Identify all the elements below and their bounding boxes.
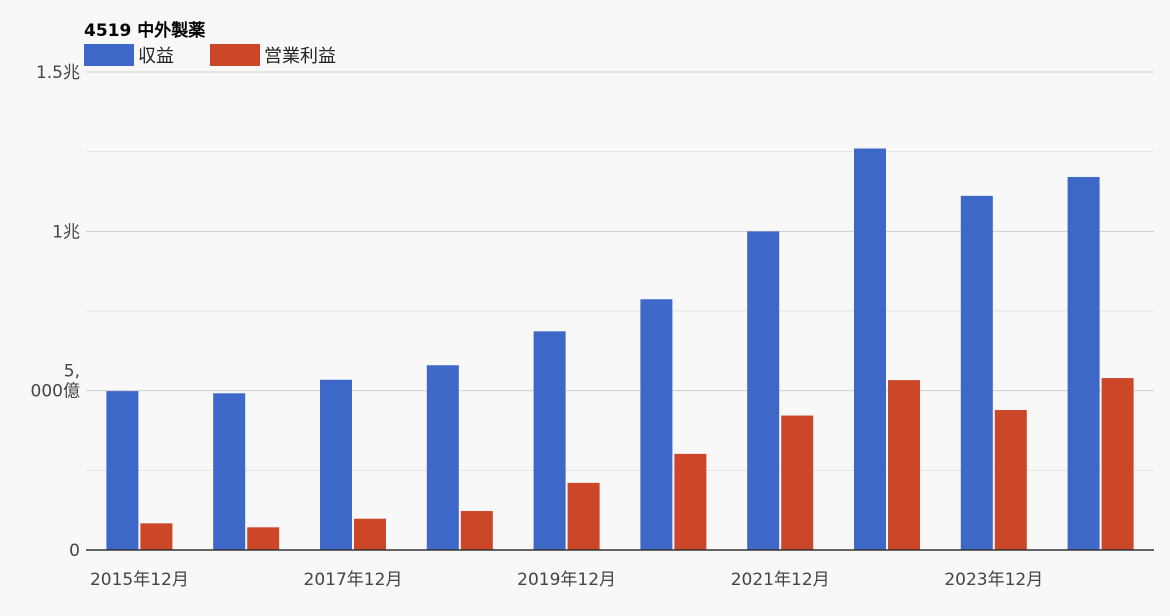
bar-operating-profit [140, 523, 173, 550]
bar-operating-profit [354, 518, 386, 550]
chart-title: 4519 中外製薬 [84, 21, 206, 41]
x-tick-label: 2021年12月 [731, 570, 830, 590]
bar-revenue [1067, 176, 1100, 550]
bar-operating-profit [567, 482, 600, 550]
y-tick-label: 000億 [31, 382, 80, 402]
x-tick-label: 2015年12月 [90, 570, 189, 590]
bar-operating-profit [994, 410, 1027, 550]
bar-revenue [320, 379, 352, 550]
legend-label-revenue: 収益 [138, 46, 174, 67]
bar-operating-profit [247, 527, 280, 550]
bar-revenue [213, 393, 246, 550]
bar-operating-profit [888, 380, 920, 550]
x-tick-label: 2017年12月 [304, 570, 403, 590]
bar-operating-profit [781, 415, 814, 550]
legend-item-revenue: 収益 [84, 42, 174, 68]
legend: 収益 営業利益 [84, 42, 372, 68]
y-tick-label: 0 [69, 541, 80, 561]
bar-revenue [960, 195, 993, 550]
legend-swatch-revenue [84, 44, 134, 66]
bar-revenue [426, 365, 459, 550]
bar-revenue [854, 148, 886, 550]
legend-label-operating-profit: 営業利益 [264, 46, 336, 67]
bar-revenue [106, 391, 139, 550]
x-tick-label: 2019年12月 [517, 570, 616, 590]
y-tick-label: 5, [64, 362, 80, 382]
bar-operating-profit [1101, 378, 1134, 550]
x-tick-label: 2023年12月 [944, 570, 1043, 590]
bar-revenue [747, 231, 780, 550]
legend-item-operating-profit: 営業利益 [210, 42, 336, 68]
bar-revenue [533, 331, 566, 550]
y-tick-label: 1.5兆 [36, 63, 80, 83]
bar-operating-profit [674, 453, 707, 550]
y-tick-label: 1兆 [52, 222, 80, 242]
bar-operating-profit [460, 511, 493, 550]
legend-swatch-operating-profit [210, 44, 260, 66]
bar-revenue [640, 299, 673, 550]
